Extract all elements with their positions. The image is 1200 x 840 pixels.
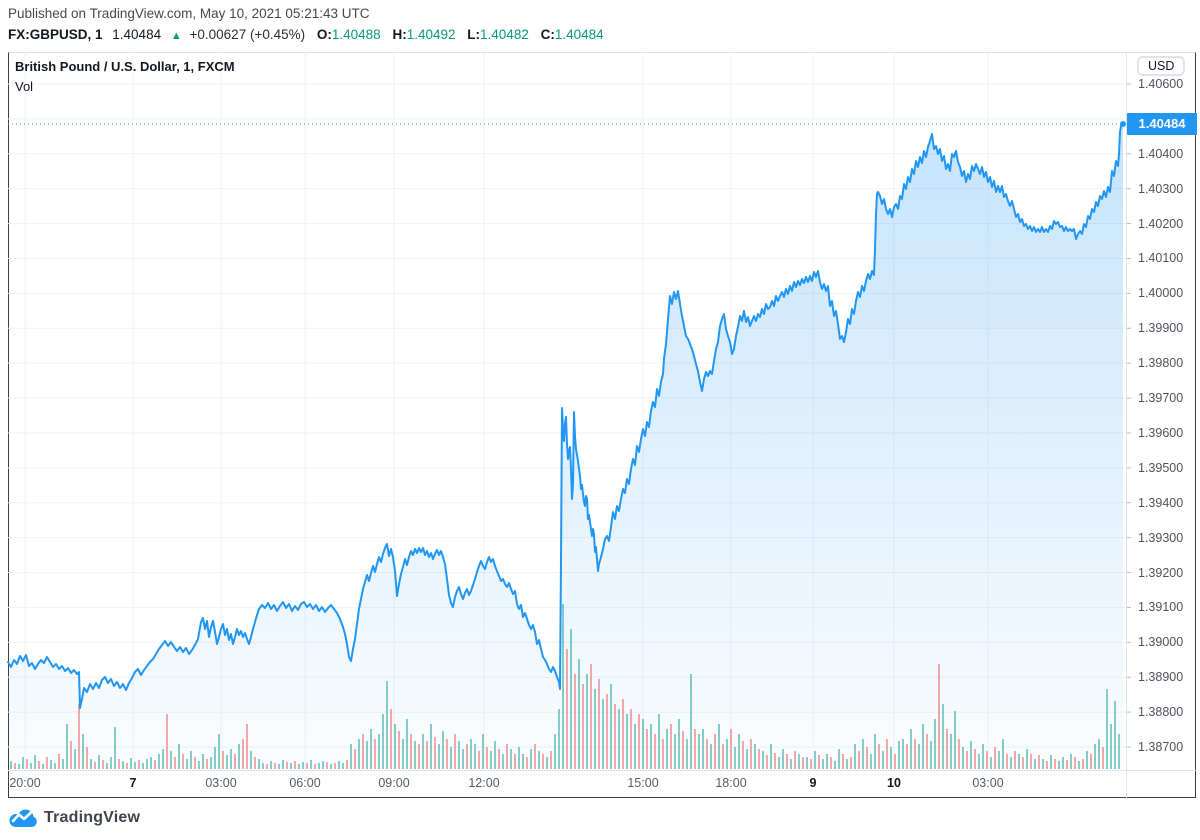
price-axis-label: 1.38900 <box>1138 670 1184 685</box>
time-axis-label: 09:00 <box>378 776 410 790</box>
price-axis-label: 1.40000 <box>1138 286 1184 301</box>
time-axis-label: 9 <box>809 776 817 790</box>
price-axis-label: 1.39300 <box>1138 530 1184 545</box>
open-value: 1.40488 <box>331 27 381 42</box>
time-axis-label: 12:00 <box>468 776 500 790</box>
time-axis-label: 03:00 <box>205 776 237 790</box>
time-axis-label: 7 <box>129 776 137 790</box>
price-axis-label: 1.39600 <box>1138 425 1184 440</box>
price-axis-label: 1.40200 <box>1138 216 1184 231</box>
chart-pane-border <box>8 52 1196 798</box>
price-axis-label: 1.39000 <box>1138 635 1184 650</box>
price-axis-label: 1.39200 <box>1138 565 1184 580</box>
time-axis-label: 15:00 <box>627 776 659 790</box>
chart-title: British Pound / U.S. Dollar, 1, FXCM <box>15 59 235 74</box>
price-axis-label: 1.39900 <box>1138 321 1184 336</box>
time-axis-label: 20:00 <box>9 776 41 790</box>
price-axis-label: 1.38800 <box>1138 705 1184 720</box>
symbol-info-bar: FX:GBPUSD, 1 1.40484 ▲ +0.00627 (+0.45%)… <box>8 27 604 42</box>
close-value: 1.40484 <box>554 27 604 42</box>
time-axis-label: 06:00 <box>289 776 321 790</box>
high-value: 1.40492 <box>406 27 456 42</box>
close-key: C: <box>540 27 555 42</box>
last-price: 1.40484 <box>112 27 162 42</box>
last-price-tag: 1.40484 <box>1127 113 1197 135</box>
price-axis-label: 1.39100 <box>1138 600 1184 615</box>
price-axis-label: 1.38700 <box>1138 740 1184 754</box>
tradingview-cloud-icon <box>9 809 37 828</box>
tradingview-wordmark: TradingView <box>44 809 141 826</box>
currency-badge[interactable]: USD <box>1137 56 1186 76</box>
volume-indicator-label: Vol <box>15 79 34 94</box>
price-axis-label: 1.40400 <box>1138 146 1184 161</box>
price-axis-label: 1.40600 <box>1138 77 1184 91</box>
price-axis-label: 1.39400 <box>1138 495 1184 510</box>
price-axis-label: 1.40100 <box>1138 251 1184 266</box>
high-key: H: <box>392 27 407 42</box>
up-triangle-icon: ▲ <box>170 30 182 42</box>
price-axis-label: 1.39700 <box>1138 391 1184 406</box>
symbol-name: FX:GBPUSD, 1 <box>8 27 103 42</box>
time-axis-label: 18:00 <box>715 776 747 790</box>
published-line: Published on TradingView.com, May 10, 20… <box>8 6 370 21</box>
price-change: +0.00627 (+0.45%) <box>189 27 306 42</box>
time-axis-label: 10 <box>887 776 901 790</box>
price-axis-label: 1.39500 <box>1138 460 1184 475</box>
time-axis-separator <box>8 770 1196 771</box>
time-axis-label: 03:00 <box>972 776 1004 790</box>
price-axis-label: 1.39800 <box>1138 356 1184 371</box>
low-key: L: <box>467 27 481 42</box>
tradingview-logo[interactable]: TradingView <box>8 806 140 830</box>
price-axis-label: 1.40300 <box>1138 181 1184 196</box>
open-key: O: <box>316 27 332 42</box>
price-axis-separator <box>1126 52 1127 798</box>
low-value: 1.40482 <box>480 27 529 42</box>
